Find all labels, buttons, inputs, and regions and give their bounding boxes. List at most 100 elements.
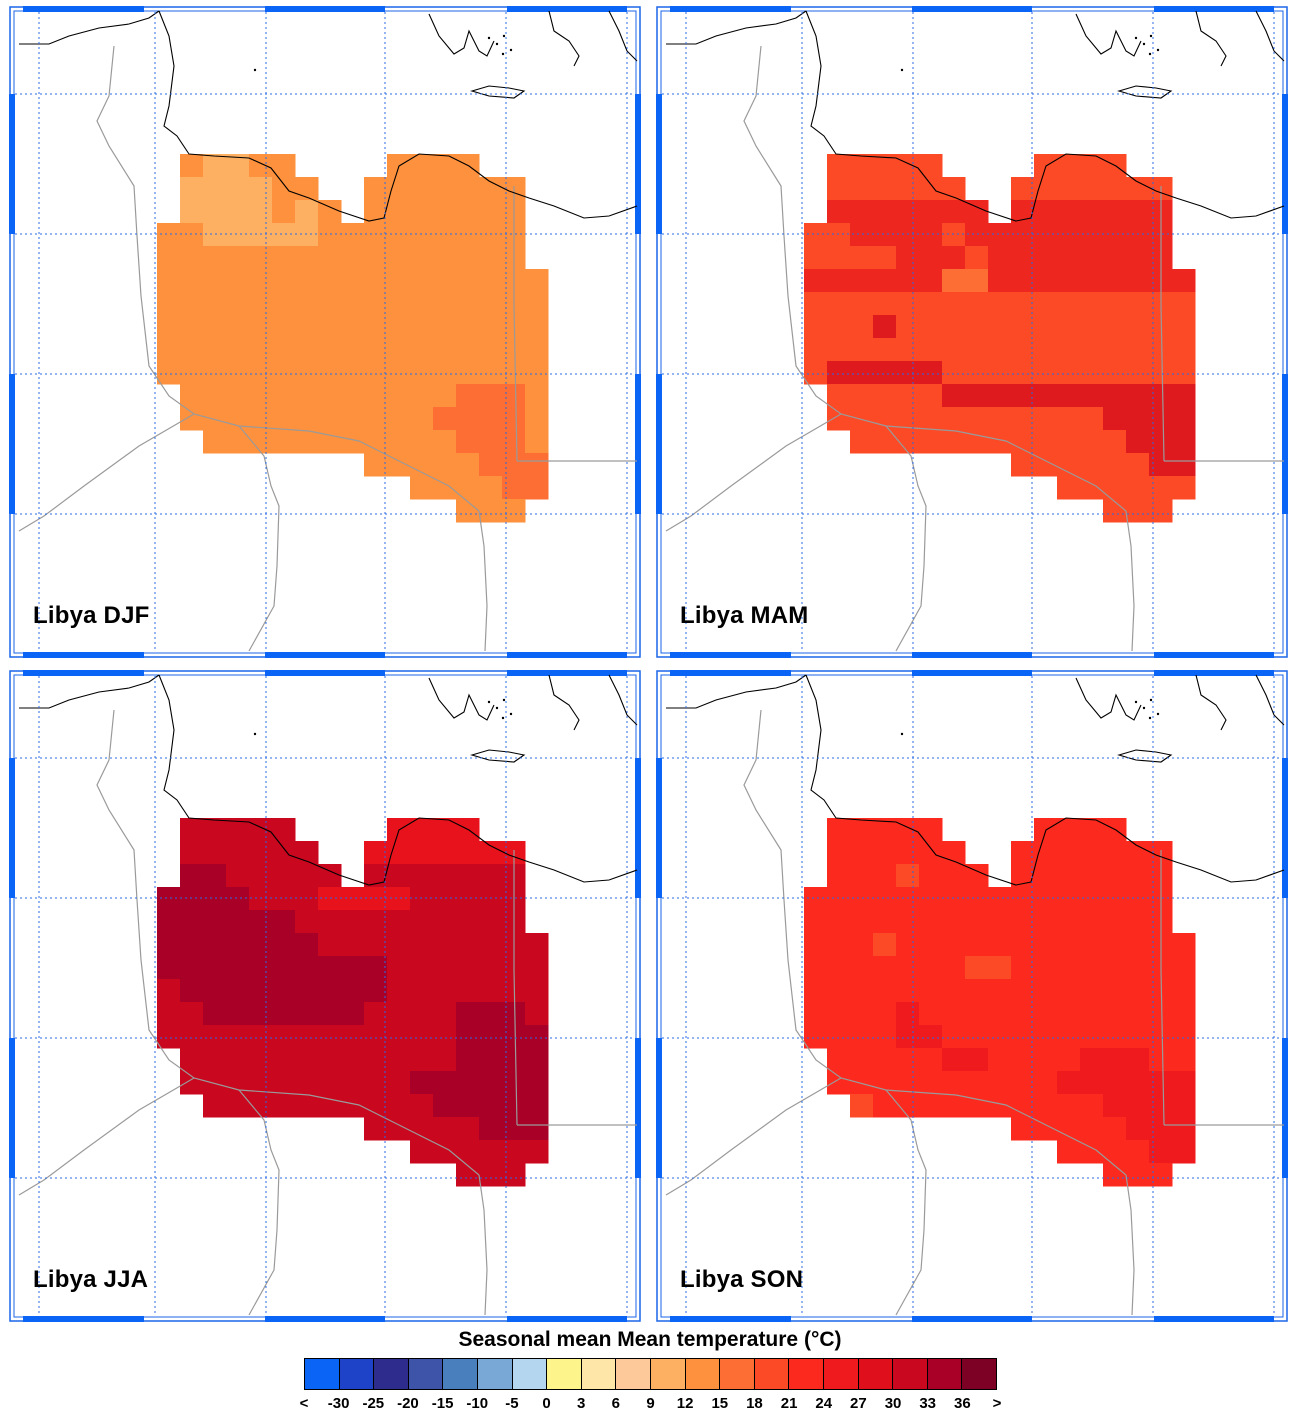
- temperature-cell: [502, 1117, 526, 1141]
- temperature-cell: [1057, 818, 1081, 842]
- temperature-cell: [942, 910, 966, 934]
- temperature-cell: [919, 361, 943, 385]
- temperature-cell: [502, 1140, 526, 1164]
- temperature-cell: [479, 453, 503, 477]
- temperature-cell: [157, 979, 181, 1003]
- temperature-cell: [1080, 476, 1104, 500]
- temperature-cell: [318, 246, 342, 270]
- temperature-cell: [896, 841, 920, 865]
- temperature-cell: [988, 315, 1012, 339]
- temperature-cell: [387, 315, 411, 339]
- island-dot: [1134, 36, 1138, 40]
- temperature-cell: [1011, 1048, 1035, 1072]
- temperature-cell: [804, 956, 828, 980]
- temperature-cell: [249, 1094, 273, 1118]
- temperature-cell: [479, 1002, 503, 1026]
- legend-title: Seasonal mean Mean temperature (°C): [458, 1328, 842, 1351]
- temperature-cell: [433, 476, 457, 500]
- temperature-cell: [1080, 1025, 1104, 1049]
- temperature-cell: [318, 956, 342, 980]
- temperature-cell: [479, 1117, 503, 1141]
- temperature-cell: [387, 933, 411, 957]
- temperature-cell: [364, 315, 388, 339]
- temperature-cell: [1080, 1117, 1104, 1141]
- country-border: [478, 1174, 488, 1316]
- temperature-cell: [850, 177, 874, 201]
- temperature-cell: [919, 407, 943, 431]
- temperature-cell: [226, 1002, 250, 1026]
- temperature-cell: [1172, 933, 1196, 957]
- temperature-cell: [1080, 453, 1104, 477]
- temperature-cell: [272, 1094, 296, 1118]
- temperature-cell: [1011, 361, 1035, 385]
- temperature-cell: [456, 315, 480, 339]
- temperature-cell: [1126, 430, 1150, 454]
- temperature-cell: [479, 499, 503, 523]
- temperature-cell: [965, 979, 989, 1003]
- temperature-cell: [180, 1048, 204, 1072]
- temperature-cell: [456, 1140, 480, 1164]
- temperature-cell: [1103, 200, 1127, 224]
- island-dot: [495, 706, 499, 710]
- temperature-cell: [525, 476, 549, 500]
- island-dot: [253, 732, 257, 736]
- temperature-cell: [272, 430, 296, 454]
- temperature-cell: [1034, 361, 1058, 385]
- temperature-cell: [942, 1094, 966, 1118]
- frame-bar: [1154, 6, 1274, 12]
- frame-bar: [1282, 758, 1288, 898]
- temperature-cell: [919, 200, 943, 224]
- temperature-cell: [988, 1002, 1012, 1026]
- frame-bar: [23, 6, 144, 12]
- temperature-cell: [226, 818, 250, 842]
- temperature-cell: [226, 361, 250, 385]
- temperature-cell: [1103, 1140, 1127, 1164]
- temperature-cell: [1172, 315, 1196, 339]
- temperature-cell: [1080, 154, 1104, 178]
- temperature-cell: [341, 933, 365, 957]
- temperature-cell: [965, 338, 989, 362]
- temperature-cell: [1057, 1048, 1081, 1072]
- temperature-cell: [965, 407, 989, 431]
- temperature-cell: [919, 338, 943, 362]
- temperature-cell: [827, 177, 851, 201]
- temperature-cell: [1126, 1071, 1150, 1095]
- temperature-cell: [919, 315, 943, 339]
- island-dot: [1148, 716, 1152, 720]
- temperature-cell: [525, 430, 549, 454]
- temperature-cell: [410, 864, 434, 888]
- temperature-cell: [804, 979, 828, 1003]
- temperature-cell: [203, 864, 227, 888]
- colorbar-tick-label: 0: [542, 1395, 551, 1412]
- temperature-cell: [433, 1094, 457, 1118]
- temperature-cell: [479, 223, 503, 247]
- temperature-cell: [873, 818, 897, 842]
- coastline: [470, 749, 526, 763]
- temperature-cell: [1080, 361, 1104, 385]
- country-border: [885, 425, 927, 652]
- colorbar-tick-label: -10: [466, 1395, 489, 1412]
- temperature-cell: [226, 177, 250, 201]
- temperature-cell: [1034, 430, 1058, 454]
- temperature-cell: [965, 887, 989, 911]
- temperature-cell: [1172, 1117, 1196, 1141]
- temperature-cell: [1080, 269, 1104, 293]
- frame-bar: [656, 94, 662, 234]
- temperature-cell: [850, 1048, 874, 1072]
- temperature-cell: [479, 269, 503, 293]
- temperature-cell: [1126, 246, 1150, 270]
- temperature-cell: [479, 1071, 503, 1095]
- frame-bar: [635, 758, 641, 898]
- frame-bar: [656, 758, 662, 898]
- temperature-cell: [341, 956, 365, 980]
- frame-bar: [265, 652, 385, 658]
- temperature-cell: [804, 269, 828, 293]
- temperature-cell: [295, 315, 319, 339]
- temperature-cell: [341, 269, 365, 293]
- temperature-cell: [1103, 223, 1127, 247]
- temperature-cell: [433, 200, 457, 224]
- temperature-cell: [896, 1094, 920, 1118]
- coastline: [1255, 674, 1285, 726]
- temperature-cell: [942, 384, 966, 408]
- temperature-cell: [226, 864, 250, 888]
